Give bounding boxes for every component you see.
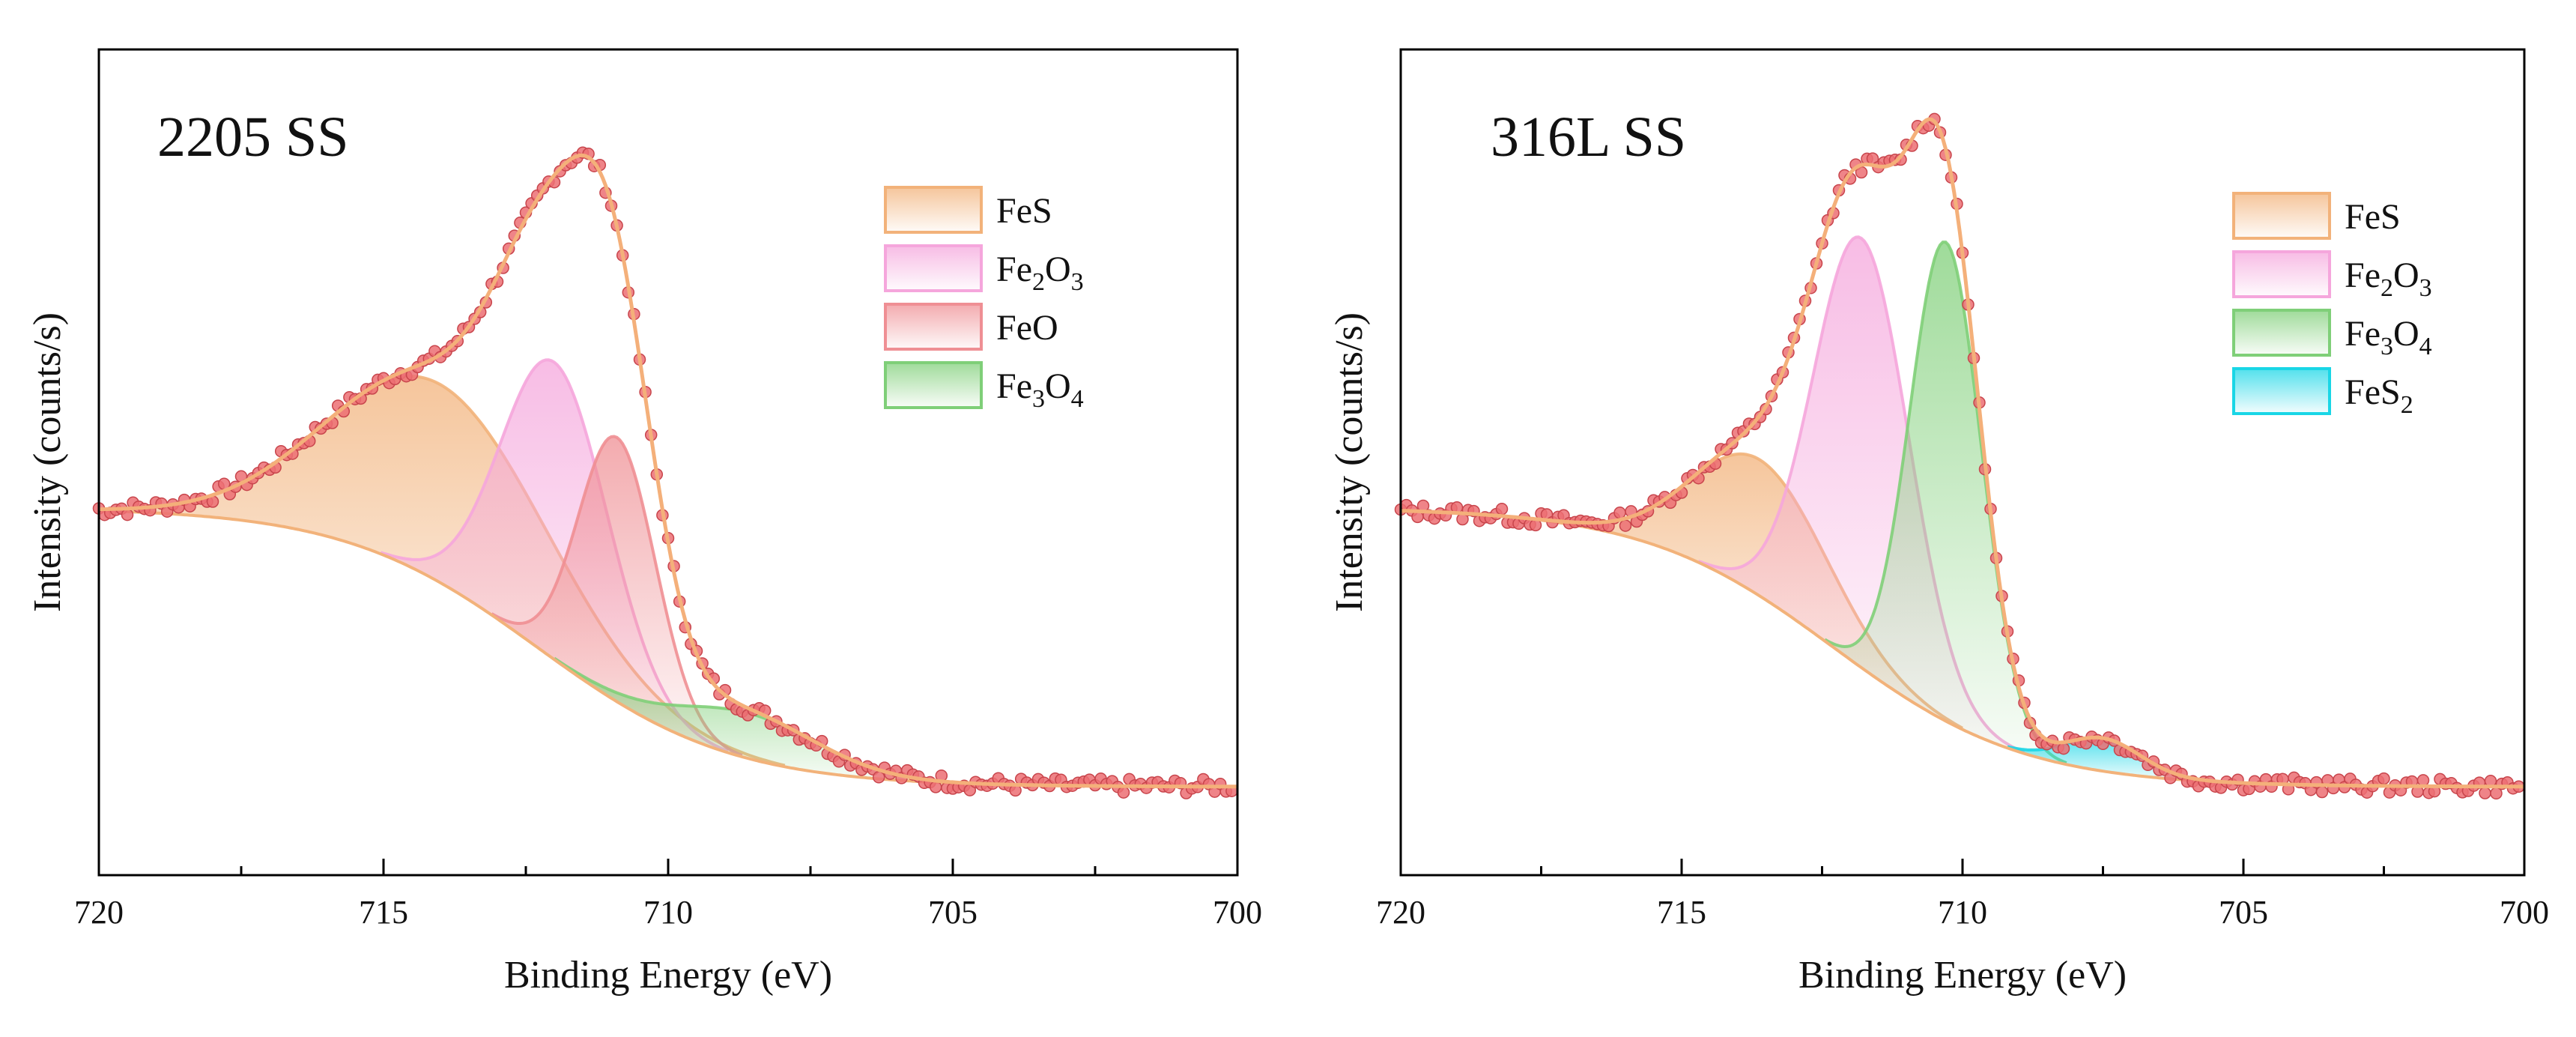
legend-label: FeS2 [2345,372,2413,419]
legend-text: Fe [2345,256,2380,295]
peak-fe3o4-outline [1824,241,2067,764]
legend-label: FeS [2345,197,2401,237]
x-tick-label: 715 [1657,894,1706,931]
fit-envelope [1400,117,2524,789]
legend-label: Fe2O3 [996,250,1084,296]
x-tick-label: 705 [2219,894,2268,931]
legend-swatch [2232,309,2331,357]
legend-swatch [884,303,983,351]
legend-label: FeS [996,191,1052,231]
legend-swatch [2232,367,2331,415]
x-tick-label: 700 [1213,894,1262,931]
x-axis: 720 715 710 705 700 [74,859,1262,931]
panel-316lss: 720 715 710 705 700 Binding Energy (eV) Intens… [1328,48,2549,997]
data-point [121,508,134,521]
legend-swatch [884,186,983,234]
legend-text: O [2393,314,2419,354]
legend-swatch [884,361,983,409]
legend-text: Fe [2345,314,2380,354]
legend-subscript: 2 [2401,391,2413,419]
x-tick-label: 710 [643,894,693,931]
fit-envelope [98,153,1237,789]
x-axis-title: Binding Energy (eV) [504,954,832,997]
panel-title: 2205 SS [157,106,349,169]
legend-subscript: 2 [1032,268,1045,296]
legend-text: Fe [996,250,1032,289]
legend-text: O [1045,366,1071,406]
data-point [1613,507,1626,519]
data-point [1619,519,1632,532]
legend-text: FeS [2345,372,2401,412]
plot-frame [97,48,1239,877]
data-point [2378,772,2390,785]
data-point [929,781,942,793]
legend-text: FeO [996,308,1058,348]
fitted-components [1557,235,2199,781]
data-point [1495,503,1509,516]
legend-subscript: 4 [2419,333,2432,360]
legend-subscript: 4 [1071,385,1084,413]
data-point [1117,786,1130,799]
fitted-components [98,358,942,783]
x-axis-title: Binding Energy (eV) [1798,954,2127,997]
legend-label: Fe3O4 [996,366,1084,413]
legend-swatch [2232,250,2331,298]
legend-text: FeS [996,191,1052,231]
peak-feo [491,436,742,758]
panel-2205ss: 720 715 710 705 700 Binding Energy (eV) Intens… [26,48,1262,997]
panel-title: 316L SS [1491,106,1686,169]
legend-subscript: 3 [1032,385,1045,413]
legend-label: Fe3O4 [2345,314,2432,360]
x-axis: 720 715 710 705 700 [1376,859,2549,931]
legend-label: Fe2O3 [2345,256,2432,302]
data-point [2315,785,2329,799]
legend-text: Fe [996,366,1032,406]
x-tick-label: 715 [359,894,408,931]
legend-subscript: 3 [2380,333,2393,360]
x-tick-label: 700 [2500,894,2549,931]
data-point [2057,742,2070,755]
x-tick-label: 710 [1938,894,1987,931]
data-point [2416,774,2430,787]
legend-swatch [884,244,983,292]
data-point [2479,787,2491,799]
legend-swatch [2232,192,2331,240]
legend-subscript: 3 [1071,268,1084,296]
legend-text: O [2393,256,2419,295]
x-tick-label: 720 [74,894,124,931]
x-tick-label: 705 [928,894,978,931]
legend-text: FeS [2345,197,2401,237]
y-axis-title: Intensity (counts/s) [26,312,69,612]
x-tick-label: 720 [1376,894,1425,931]
legend-text: O [1045,250,1071,289]
legend-subscript: 2 [2380,274,2393,302]
legend-label: FeO [996,308,1058,348]
y-axis-title: Intensity (counts/s) [1328,312,1371,612]
legend-subscript: 3 [2419,274,2432,302]
